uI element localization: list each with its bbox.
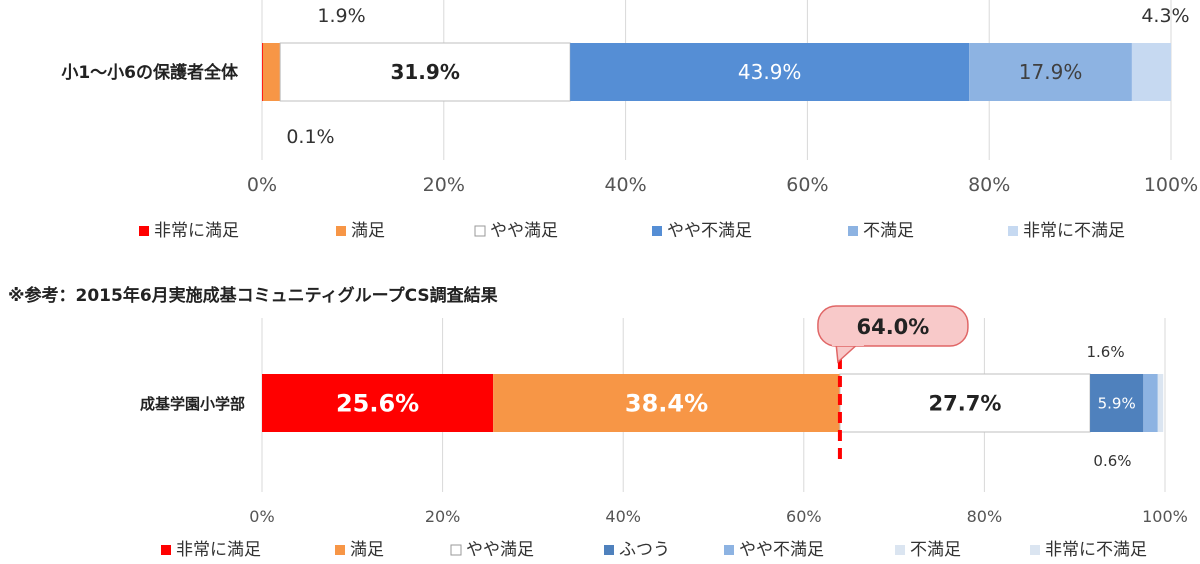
legend-label: 不満足 <box>910 540 961 560</box>
chart-parents-overall: 0% 20% 40% 60% 80% 100% 小1～小6の保護者全体 0.1% 1.9% 31.… <box>61 0 1198 241</box>
data-label: 31.9% <box>390 60 459 84</box>
data-label: 17.9% <box>1019 60 1083 84</box>
legend-swatch <box>335 545 345 555</box>
bar-segment <box>493 374 840 432</box>
chart2-title: ※参考：2015年6月実施成基コミュニティグループCS調査結果 <box>8 285 498 306</box>
x-tick-label: 40% <box>605 507 641 526</box>
legend-swatch <box>848 226 858 236</box>
legend-swatch <box>336 226 346 236</box>
data-label: 0.1% <box>286 126 334 148</box>
legend-label: やや満足 <box>490 221 558 241</box>
x-tick-label: 0% <box>249 507 274 526</box>
x-tick-label: 0% <box>247 174 277 196</box>
legend-label: 非常に不満足 <box>1045 540 1147 560</box>
legend-swatch <box>450 544 462 556</box>
legend-swatch <box>139 226 149 236</box>
bar-segment <box>1143 374 1158 432</box>
chart-seiki-elementary: 0% 20% 40% 60% 80% 100% 成基学園小学部 25.6% 38.4% 27.7%… <box>140 305 1188 560</box>
legend-label: ふつう <box>619 540 670 560</box>
bar-segment <box>1090 374 1144 432</box>
legend-label: 満足 <box>350 540 384 560</box>
bar-segment <box>570 43 970 101</box>
legend-swatch <box>652 226 662 236</box>
category-label: 成基学園小学部 <box>140 395 245 413</box>
callout-joint <box>831 340 864 346</box>
callout-box <box>817 305 969 347</box>
bar-segment <box>969 43 1132 101</box>
x-tick-label: 100% <box>1142 507 1188 526</box>
legend-swatch <box>604 545 614 555</box>
data-label: 25.6% <box>336 390 419 418</box>
data-label: 1.6% <box>1086 343 1124 361</box>
x-tick-label: 20% <box>423 174 465 196</box>
x-tick-label: 60% <box>786 174 828 196</box>
legend-label: 不満足 <box>863 221 914 241</box>
data-label: 0.6% <box>1093 452 1131 470</box>
bar-segment <box>262 374 494 432</box>
legend-label: 満足 <box>351 221 385 241</box>
legend-label: 非常に不満足 <box>1023 221 1125 241</box>
data-label: 27.7% <box>929 392 1002 416</box>
x-tick-label: 80% <box>968 174 1010 196</box>
legend-swatch <box>1008 226 1018 236</box>
legend-label: やや不満足 <box>667 221 752 241</box>
bar-segment <box>839 373 1091 433</box>
legend-swatch <box>895 545 905 555</box>
x-tick-label: 80% <box>967 507 1003 526</box>
x-tick-label: 40% <box>604 174 646 196</box>
legend-label: やや不満足 <box>739 540 824 560</box>
legend-label: 非常に満足 <box>176 540 261 560</box>
x-tick-label: 20% <box>425 507 461 526</box>
legend-swatch <box>1030 545 1040 555</box>
bar-segment <box>1131 43 1171 101</box>
bar-segment <box>262 43 263 101</box>
bar-segment <box>279 42 571 102</box>
data-label: 43.9% <box>738 60 802 84</box>
legend-swatch <box>724 545 734 555</box>
x-tick-label: 100% <box>1144 174 1198 196</box>
x-tick-label: 60% <box>786 507 822 526</box>
data-label: 5.9% <box>1098 394 1136 412</box>
annotation-label: 64.0% <box>856 315 929 339</box>
data-label: 38.4% <box>625 390 708 418</box>
bar-segment <box>1157 374 1164 432</box>
legend-swatch <box>161 545 171 555</box>
data-label: 1.9% <box>317 5 365 27</box>
data-label: 4.3% <box>1141 5 1189 27</box>
legend-swatch <box>474 225 486 237</box>
bar-segment <box>262 43 281 101</box>
legend-label: やや満足 <box>466 540 534 560</box>
category-label: 小1～小6の保護者全体 <box>61 62 239 83</box>
legend-label: 非常に満足 <box>154 221 239 241</box>
